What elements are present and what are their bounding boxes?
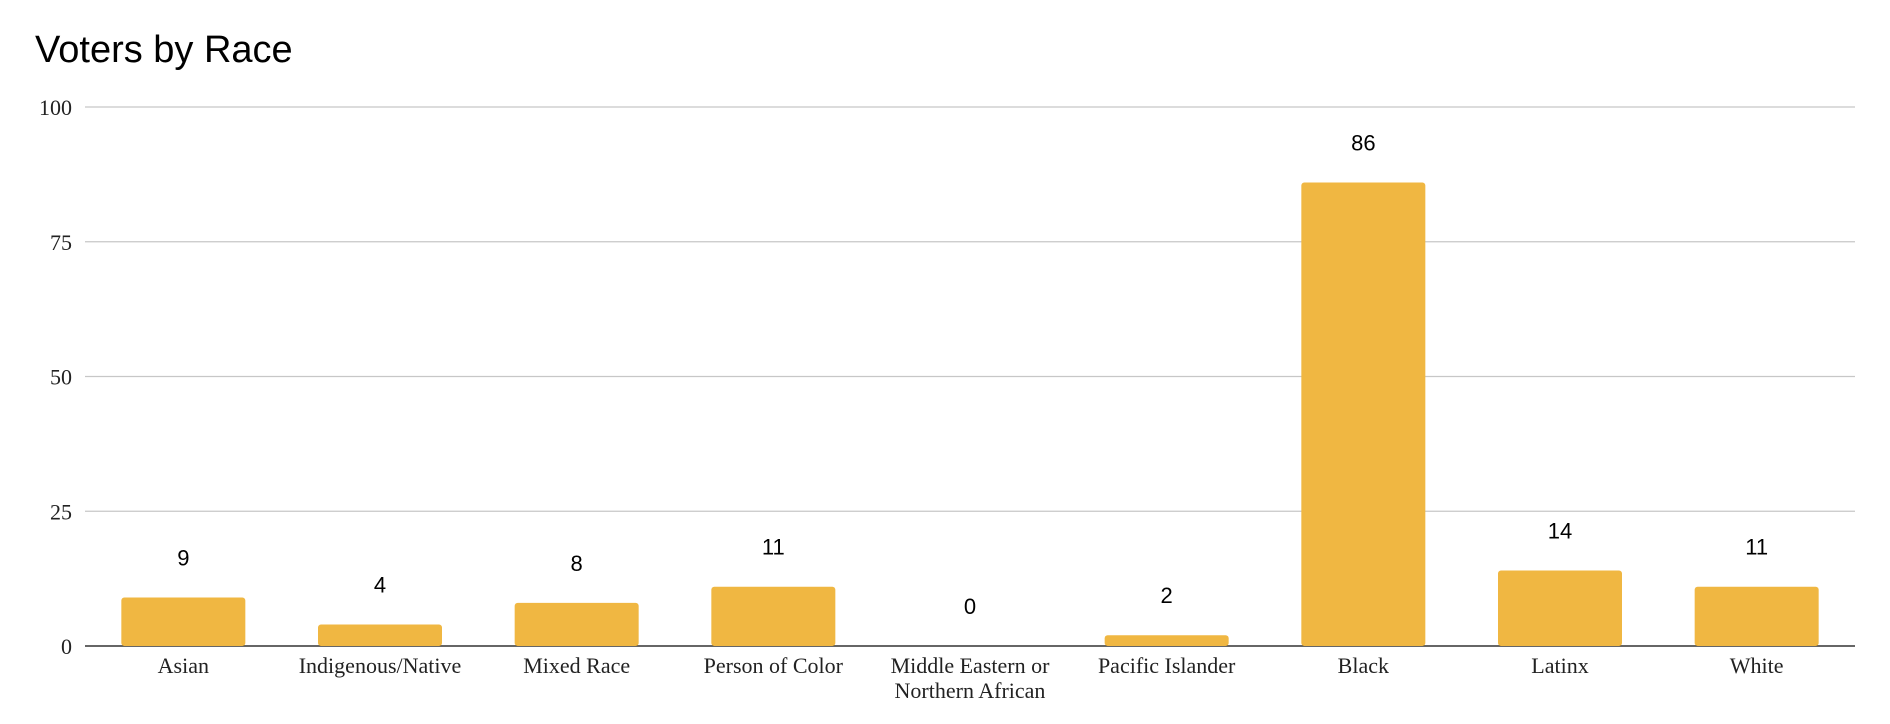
bar-data-label: 8 [571, 551, 583, 576]
bars [121, 182, 1819, 646]
y-tick-label: 75 [50, 230, 72, 255]
data-labels: 9 4 8 11 0 2 86 14 11 [177, 130, 1768, 619]
bar [1104, 635, 1229, 646]
bar-data-label: 0 [964, 594, 976, 619]
bar-data-label: 14 [1548, 519, 1572, 544]
bar-data-label: 9 [177, 545, 189, 570]
bar-data-label: 4 [374, 572, 386, 597]
x-tick-label-line: Mixed Race [523, 653, 630, 678]
x-tick-label: Middle Eastern or Northern African [891, 653, 1051, 703]
x-tick-label-line: Indigenous/Native [299, 653, 462, 678]
gridlines [85, 106, 1855, 647]
x-tick-label-line: Pacific Islander [1098, 653, 1236, 678]
x-tick-label-line: Asian [158, 653, 209, 678]
x-tick-label: Indigenous/Native [299, 653, 462, 678]
bar-data-label: 11 [762, 535, 785, 560]
x-tick-label: Latinx [1531, 653, 1588, 678]
bar [121, 597, 246, 646]
x-tick-label: Asian [158, 653, 209, 678]
bar [1301, 182, 1426, 646]
x-axis: Asian Indigenous/Native Mixed Race Person o… [158, 653, 1784, 703]
y-tick-label: 25 [50, 499, 72, 524]
bar-data-label: 11 [1745, 535, 1768, 560]
y-tick-label: 50 [50, 365, 72, 390]
bar [1498, 570, 1622, 646]
bar [318, 624, 442, 646]
x-tick-label: Person of Color [704, 653, 844, 678]
y-tick-label: 100 [39, 95, 72, 120]
bar-data-label: 86 [1351, 130, 1375, 155]
x-tick-label-line: Black [1338, 653, 1389, 678]
x-tick-label: White [1730, 653, 1784, 678]
x-tick-label: Mixed Race [523, 653, 630, 678]
bar [514, 602, 639, 646]
x-tick-label-line: White [1730, 653, 1784, 678]
bar [1694, 586, 1819, 646]
chart-title: Voters by Race [35, 29, 293, 71]
x-tick-label-line: Person of Color [704, 653, 844, 678]
x-tick-label: Pacific Islander [1098, 653, 1236, 678]
y-tick-label: 0 [61, 634, 72, 659]
x-tick-label: Black [1338, 653, 1389, 678]
bar [711, 586, 836, 646]
x-tick-label-line: Latinx [1531, 653, 1588, 678]
x-tick-label-line: Middle Eastern or [891, 653, 1051, 678]
x-tick-label-line: Northern African [895, 678, 1046, 703]
bar-data-label: 2 [1161, 583, 1173, 608]
y-axis: 0 25 50 75 100 [39, 95, 72, 659]
